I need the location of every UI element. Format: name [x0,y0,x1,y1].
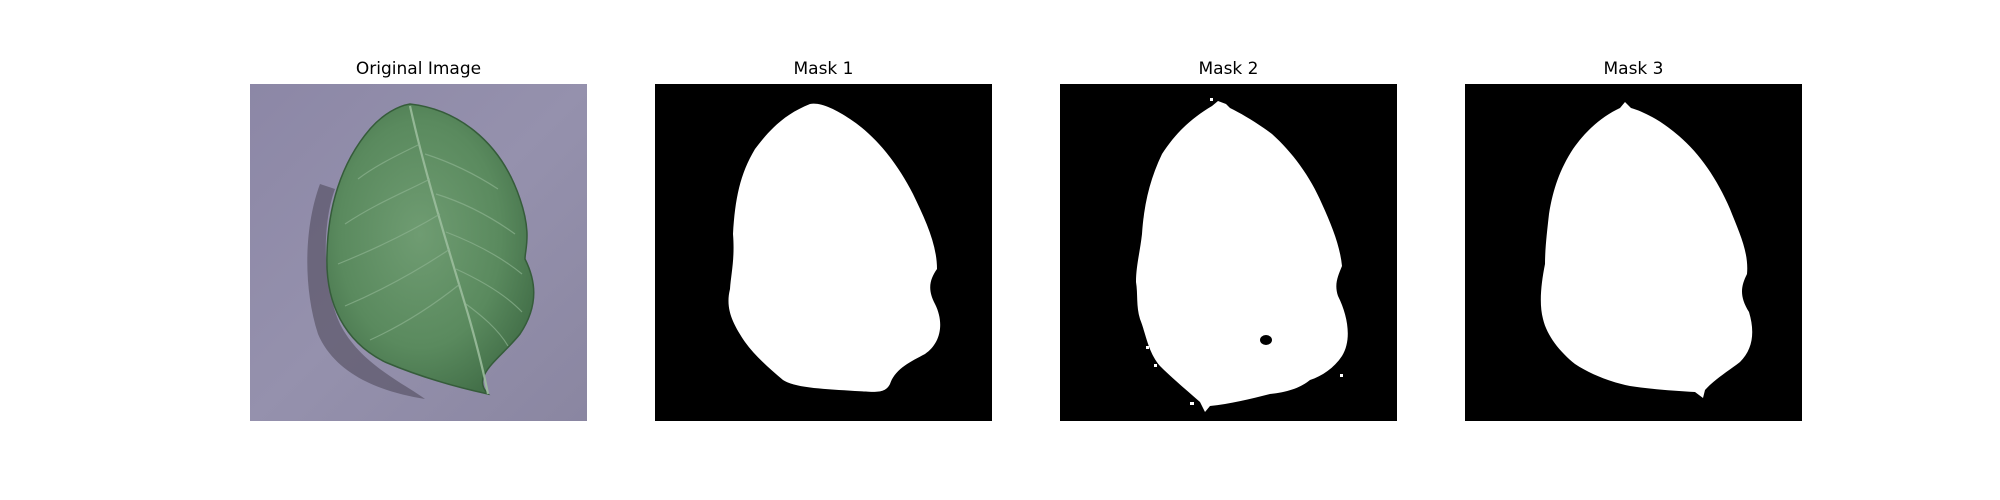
mask-3-image [1465,84,1802,421]
panel-mask-1: Mask 1 [655,0,992,500]
panel-title: Mask 1 [793,59,854,79]
panel-original-image: Original Image [250,0,587,500]
panel-title: Mask 2 [1198,59,1259,79]
mask-1-image [655,84,992,421]
mask-3-foreground [1540,102,1753,398]
panel-mask-3: Mask 3 [1465,0,1802,500]
mask-2-image [1060,84,1397,421]
mask-2-foreground [1136,101,1348,412]
original-leaf-photo [250,84,587,421]
panel-title: Original Image [355,59,482,79]
mask-2-hole [1260,335,1272,345]
panel-title: Mask 3 [1603,59,1664,79]
mask-1-foreground [728,103,941,392]
panel-mask-2: Mask 2 [1060,0,1397,500]
